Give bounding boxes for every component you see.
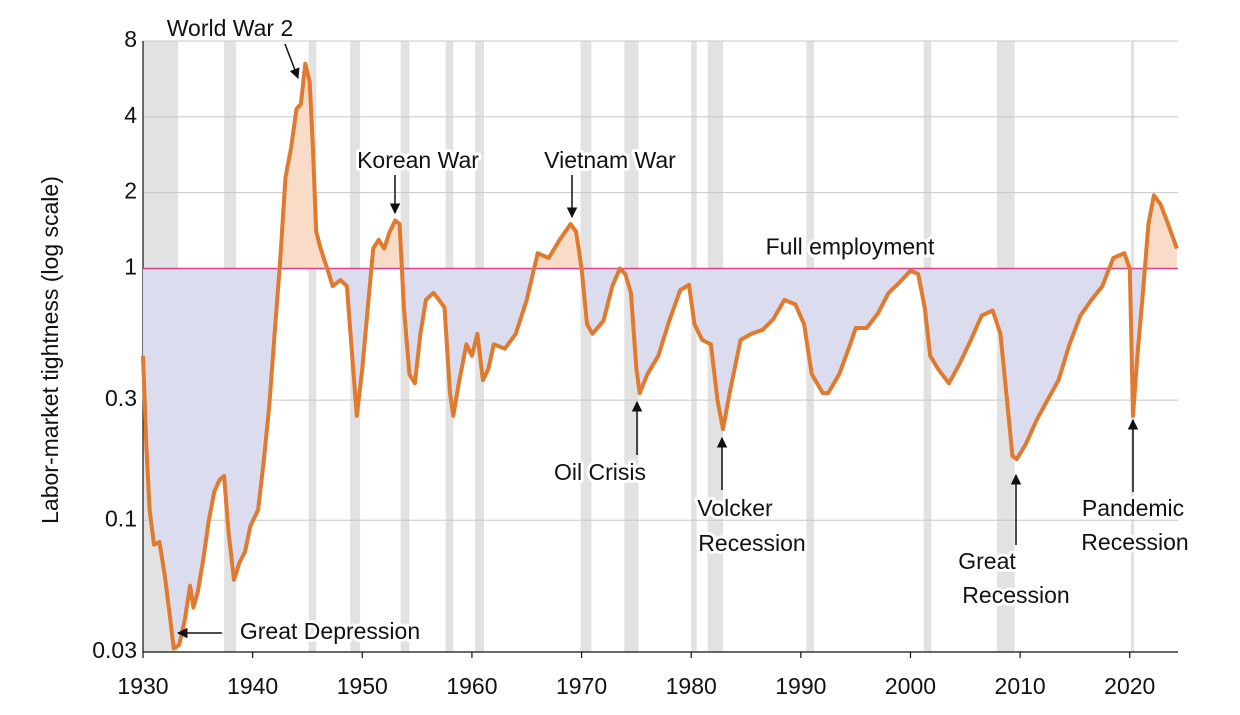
annotation: Recession [698,530,805,556]
annotation: Recession [962,582,1069,608]
y-tick-label: 0.1 [105,505,137,531]
y-tick-label: 2 [124,178,137,204]
annotation: Korean War [357,147,479,173]
x-tick-label: 2020 [1104,673,1155,699]
recession-band [400,41,410,652]
y-tick-label: 8 [124,26,137,52]
y-tick-label: 0.3 [105,385,137,411]
labels: 0.03 0.1 0.3 1 2 4 8 1930 1940 1950 1960 1970 1980 19… [92,12,1191,699]
annotation: Vietnam War [544,147,676,173]
x-tick-label: 1950 [337,673,388,699]
x-tick-label: 2010 [995,673,1046,699]
x-tick-label: 2000 [885,673,936,699]
series-line [141,61,1179,651]
annotation: Volcker [697,495,773,521]
x-tick-label: 1940 [227,673,278,699]
y-tick-label: 0.03 [92,637,137,663]
annotation: World War 2 [167,15,294,41]
x-tick-label: 1980 [666,673,717,699]
y-axis-label: Labor-market tightness (log scale) [37,176,63,524]
annotation: Pandemic [1082,495,1184,521]
y-tick-label: 4 [124,102,137,128]
x-tick-label: 1990 [775,673,826,699]
recession-band [624,41,639,652]
annotation: Great [958,548,1016,574]
annotation: Recession [1081,529,1188,555]
x-tick-label: 1960 [446,673,497,699]
lines [141,61,1179,651]
annotation: Great Depression [240,618,420,644]
recession-band [308,41,317,652]
recession-band [691,41,697,652]
x-tick-label: 1970 [556,673,607,699]
reference-label: Full employment [766,234,935,260]
x-tick-label: 1930 [117,673,168,699]
recession-band [580,41,592,652]
annotation-arrow [284,43,300,79]
y-tick-label: 1 [124,254,137,280]
annotation: Oil Crisis [554,459,646,485]
